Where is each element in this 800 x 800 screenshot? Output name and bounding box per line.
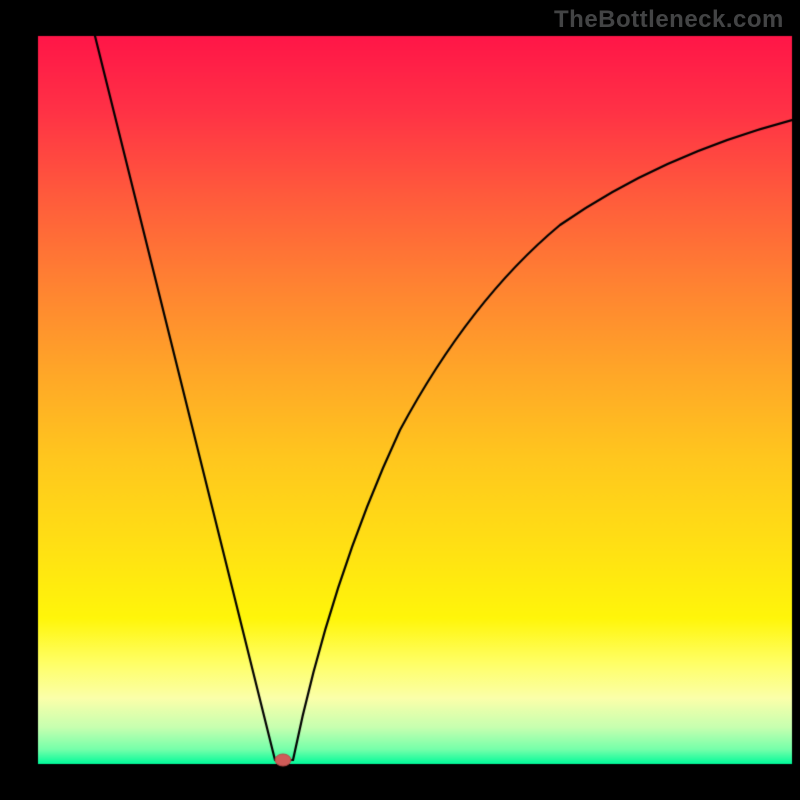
bottleneck-chart-canvas — [0, 0, 800, 800]
watermark-text: TheBottleneck.com — [554, 6, 784, 34]
chart-stage: TheBottleneck.com — [0, 0, 800, 800]
